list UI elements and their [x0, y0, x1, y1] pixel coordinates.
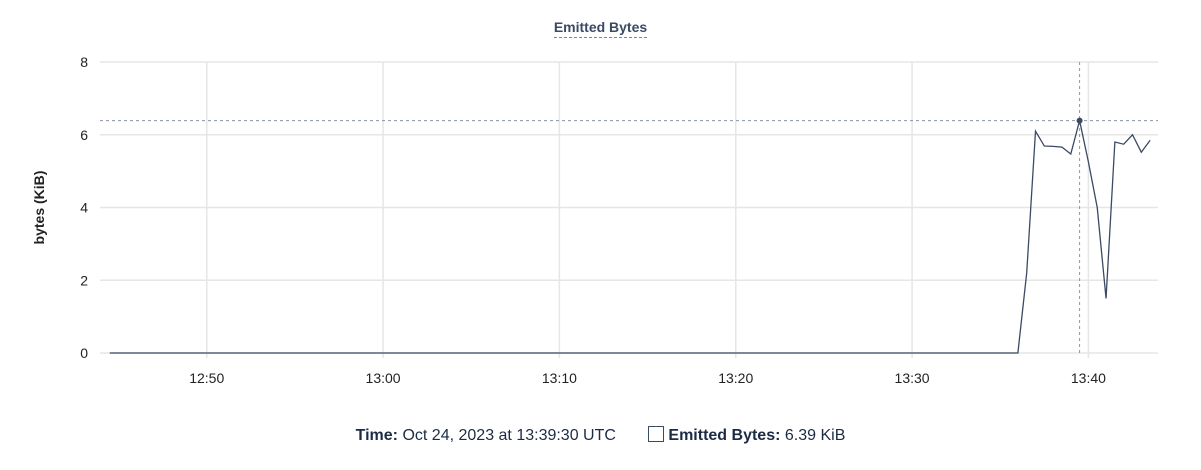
- series-label: Emitted Bytes:: [668, 427, 781, 444]
- x-tick-label: 12:50: [189, 370, 224, 386]
- line-chart[interactable]: 0 2 4 6 8 12:50 13:00 13:10 13:20 13:30 13:40 bytes…: [0, 0, 1201, 410]
- x-tick-label: 13:10: [542, 370, 577, 386]
- x-tick-label: 13:20: [718, 370, 753, 386]
- chart-title-wrap: Emitted Bytes: [0, 19, 1201, 38]
- x-tick-label: 13:40: [1071, 370, 1106, 386]
- series-value: 6.39 KiB: [784, 427, 846, 444]
- time-label: Time:: [355, 427, 399, 444]
- tooltip-legend: Time: Oct 24, 2023 at 13:39:30 UTC Emitt…: [0, 426, 1201, 445]
- chart-title[interactable]: Emitted Bytes: [553, 19, 648, 38]
- x-tick-label: 13:30: [895, 370, 930, 386]
- y-tick-label: 0: [80, 345, 88, 361]
- time-value: Oct 24, 2023 at 13:39:30 UTC: [402, 427, 616, 444]
- x-tick-label: 13:00: [366, 370, 401, 386]
- crosshair-point: [1076, 117, 1083, 124]
- y-tick-label: 8: [80, 54, 88, 70]
- y-axis-label: bytes (KiB): [31, 171, 47, 245]
- y-tick-label: 4: [80, 200, 88, 216]
- series-line: [109, 120, 1151, 354]
- y-tick-label: 6: [80, 127, 88, 143]
- y-tick-label: 2: [80, 272, 88, 288]
- series-checkbox[interactable]: [648, 426, 665, 442]
